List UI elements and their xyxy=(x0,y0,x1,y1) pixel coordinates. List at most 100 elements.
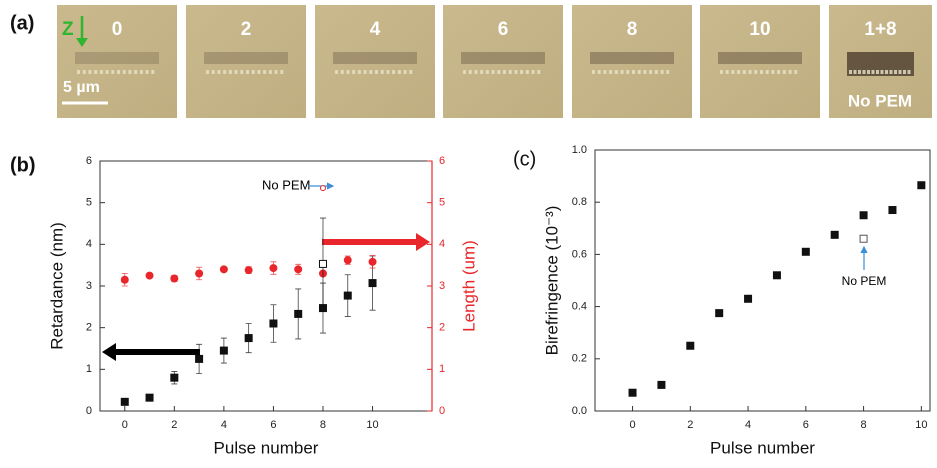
point xyxy=(888,206,897,215)
track-dot xyxy=(105,70,109,74)
track-dot xyxy=(480,70,484,74)
track-dot xyxy=(386,70,390,74)
panel-label: (c) xyxy=(513,148,536,170)
track-dot xyxy=(77,70,80,74)
y2-tick-label: 3 xyxy=(439,280,445,292)
point xyxy=(269,264,278,273)
track-dot xyxy=(82,70,86,74)
track-dot xyxy=(246,70,249,74)
point xyxy=(244,266,253,275)
track-dot xyxy=(335,70,338,74)
panel-label: (a) xyxy=(10,12,34,34)
y-tick-label: 0.0 xyxy=(572,405,587,417)
laser-track xyxy=(718,52,802,64)
track-dot xyxy=(754,70,758,74)
laser-track xyxy=(590,52,674,64)
x-tick-label: 2 xyxy=(171,419,177,431)
track-dot xyxy=(737,70,741,74)
point xyxy=(368,279,377,288)
micrograph-label: 0 xyxy=(112,19,123,40)
track-dot xyxy=(503,70,506,74)
panel-label: (b) xyxy=(10,154,36,176)
scale-bar-label: 5 µm xyxy=(63,79,100,96)
track-dot xyxy=(794,70,798,74)
track-dot xyxy=(742,70,746,74)
y-tick-label: 0 xyxy=(86,405,92,417)
track-dot xyxy=(240,70,244,74)
x-tick-label: 10 xyxy=(915,419,927,431)
y-axis-label: Retardance (nm) xyxy=(47,222,66,350)
arrow-head xyxy=(416,233,430,251)
point xyxy=(343,256,352,265)
point xyxy=(145,393,154,402)
micrograph-row: 0 2 4 6 8 10 1+8 Z 5 µm No PEM xyxy=(57,5,932,118)
track-dot xyxy=(777,70,781,74)
track-dot xyxy=(111,70,115,74)
track-dot xyxy=(340,70,344,74)
point xyxy=(269,319,278,328)
point xyxy=(368,257,377,266)
track-dot xyxy=(889,70,893,74)
track-dot xyxy=(514,70,518,74)
micrograph-label: 2 xyxy=(241,19,252,40)
y-tick-label: 0.8 xyxy=(572,196,587,208)
track-dot xyxy=(122,70,126,74)
y-tick-label: 3 xyxy=(86,280,92,292)
track-dot xyxy=(380,70,384,74)
track-dot xyxy=(375,70,378,74)
micrograph xyxy=(186,5,306,118)
track-dot xyxy=(858,70,861,74)
track-dot xyxy=(280,70,284,74)
track-dot xyxy=(497,70,501,74)
track-dot xyxy=(392,70,396,74)
y-tick-label: 0.6 xyxy=(572,248,587,260)
track-dot xyxy=(880,70,884,74)
point xyxy=(917,181,926,190)
track-dot xyxy=(660,70,664,74)
point xyxy=(859,234,868,243)
track-dot xyxy=(725,70,729,74)
x-tick-label: 0 xyxy=(629,419,635,431)
micrograph xyxy=(315,5,435,118)
y-tick-label: 6 xyxy=(86,155,92,167)
track-dot xyxy=(907,70,911,74)
point xyxy=(318,259,327,268)
track-dot xyxy=(474,70,478,74)
axis-arrow-head xyxy=(76,38,88,47)
axis-label: Z xyxy=(62,19,74,40)
point xyxy=(859,211,868,220)
track-dot xyxy=(720,70,723,74)
track-dot xyxy=(117,70,120,74)
track-dot xyxy=(88,70,92,74)
track-dot xyxy=(363,70,367,74)
micrograph-label: 4 xyxy=(370,19,381,40)
track-dot xyxy=(649,70,653,74)
track-dot xyxy=(369,70,373,74)
point xyxy=(294,265,303,274)
track-dot xyxy=(876,70,879,74)
y2-tick-label: 1 xyxy=(439,363,445,375)
track-dot xyxy=(409,70,413,74)
annotation: No PEM xyxy=(262,177,310,192)
track-dot xyxy=(99,70,103,74)
track-dot xyxy=(463,70,466,74)
x-tick-label: 4 xyxy=(745,419,751,431)
y-tick-label: 0.4 xyxy=(572,301,587,313)
x-axis-label: Pulse number xyxy=(710,438,815,457)
x-tick-label: 8 xyxy=(320,419,326,431)
track-dot xyxy=(731,70,735,74)
track-dot xyxy=(520,70,524,74)
track-dot xyxy=(760,70,763,74)
x-tick-label: 10 xyxy=(366,419,378,431)
track-dot xyxy=(609,70,613,74)
track-dot xyxy=(894,70,897,74)
point xyxy=(686,341,695,350)
track-dot xyxy=(849,70,852,74)
point xyxy=(170,373,179,382)
track-dot xyxy=(206,70,209,74)
x-tick-label: 6 xyxy=(803,419,809,431)
track-dot xyxy=(871,70,875,74)
point xyxy=(120,275,129,284)
track-dot xyxy=(632,70,635,74)
